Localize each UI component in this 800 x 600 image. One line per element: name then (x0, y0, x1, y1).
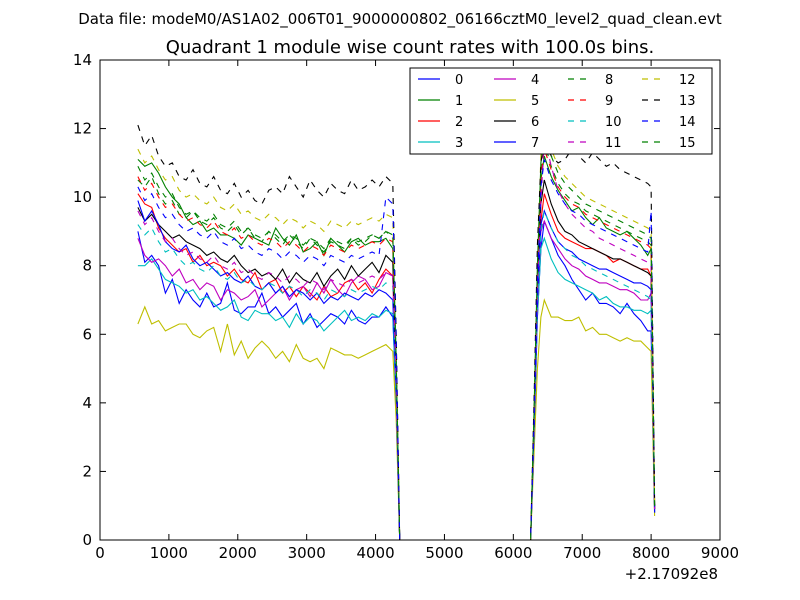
x-tick-label: 3000 (288, 544, 326, 562)
series-line-10 (137, 208, 656, 541)
x-axis-offset-label: +2.17092e8 (625, 565, 718, 583)
axis-ticks: 0 1000 2000 3000 4000 5000 6000 7000 8000 9000 0 2 4… (73, 51, 739, 562)
chart-title: Quadrant 1 module wise count rates with … (166, 37, 655, 58)
y-tick-label: 8 (82, 257, 92, 275)
legend-label-7: 7 (531, 136, 539, 151)
series-line-8 (137, 142, 656, 541)
legend-label-0: 0 (455, 73, 463, 88)
y-tick-label: 10 (73, 188, 92, 206)
x-tick-label: 8000 (632, 544, 670, 562)
legend-label-9: 9 (605, 94, 613, 109)
legend-label-10: 10 (605, 115, 622, 130)
x-tick-label: 9000 (701, 544, 739, 562)
legend-label-11: 11 (605, 136, 622, 151)
y-tick-label: 0 (82, 531, 92, 549)
legend-label-8: 8 (605, 73, 613, 88)
legend-label-1: 1 (455, 94, 463, 109)
legend-label-14: 14 (679, 115, 696, 130)
y-tick-label: 12 (73, 120, 92, 138)
plot-lines (137, 121, 656, 541)
legend-label-15: 15 (679, 136, 696, 151)
legend-label-2: 2 (455, 115, 463, 130)
x-tick-label: 1000 (150, 544, 188, 562)
series-line-14 (137, 159, 656, 541)
x-tick-label: 7000 (563, 544, 601, 562)
legend-label-12: 12 (679, 73, 696, 88)
y-tick-label: 4 (82, 394, 92, 412)
figure-suptitle: Data file: modeM0/AS1A02_006T01_90000008… (78, 10, 722, 29)
x-tick-label: 6000 (494, 544, 532, 562)
axes-frame (99, 59, 721, 541)
legend-label-3: 3 (455, 136, 463, 151)
legend-label-13: 13 (679, 94, 696, 109)
series-line-13 (137, 124, 656, 541)
x-tick-label: 0 (95, 544, 105, 562)
y-tick-label: 6 (82, 325, 92, 343)
legend-label-5: 5 (531, 94, 539, 109)
x-tick-label: 4000 (356, 544, 394, 562)
y-tick-label: 14 (73, 51, 92, 69)
x-tick-label: 5000 (425, 544, 463, 562)
x-tick-label: 2000 (219, 544, 257, 562)
legend-frame (409, 67, 713, 155)
legend-label-6: 6 (531, 115, 539, 130)
y-tick-label: 2 (82, 462, 92, 480)
legend-label-4: 4 (531, 73, 539, 88)
